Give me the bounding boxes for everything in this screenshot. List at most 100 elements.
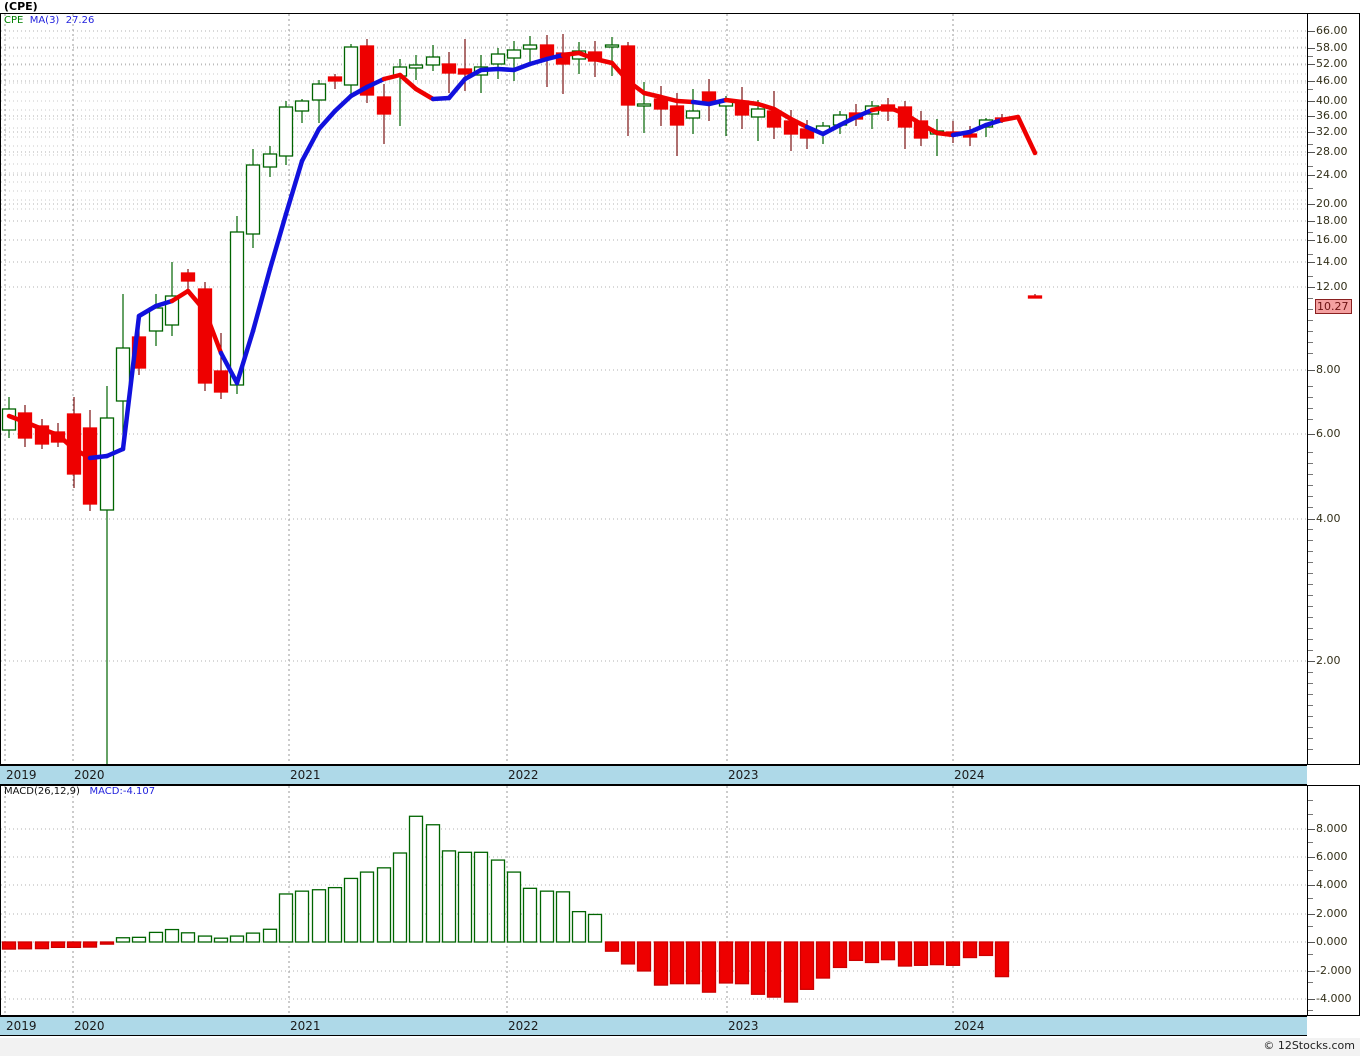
price-axis-label: 66.00	[1316, 24, 1348, 37]
price-axis-minor-tick	[1308, 540, 1313, 541]
price-axis-label: 18.00	[1316, 214, 1348, 227]
price-axis-minor-tick	[1308, 342, 1313, 343]
price-axis-minor-tick	[1308, 463, 1313, 464]
macd-chart-panel[interactable]: MACD(26,12,9) MACD:-4.107	[0, 785, 1307, 1016]
price-axis-minor-tick	[1308, 166, 1313, 167]
price-axis-tick	[1308, 287, 1315, 288]
price-axis-label: 58.00	[1316, 41, 1348, 54]
price-axis-tick	[1308, 175, 1315, 176]
price-axis-tick	[1308, 434, 1315, 435]
price-axis-label: 40.00	[1316, 94, 1348, 107]
price-axis-tick	[1308, 116, 1315, 117]
price-axis-minor-tick	[1308, 298, 1313, 299]
price-axis-minor-tick	[1308, 672, 1313, 673]
price-axis-label: 2.00	[1316, 654, 1341, 667]
price-legend: CPE MA(3) 27.26	[4, 15, 94, 27]
price-axis-tick	[1308, 370, 1315, 371]
price-axis-minor-tick	[1308, 738, 1313, 739]
footer: © 12Stocks.com	[0, 1038, 1360, 1056]
macd-legend-value: MACD:-4.107	[89, 786, 156, 797]
date-axis-price-label: 2023	[728, 768, 759, 782]
price-axis-label: 32.00	[1316, 125, 1348, 138]
date-axis-macd-label: 2020	[74, 1019, 105, 1033]
price-axis-label: 14.00	[1316, 255, 1348, 268]
macd-axis-tick	[1308, 999, 1315, 1000]
price-axis-label: 8.00	[1316, 363, 1341, 376]
price-axis-minor-tick	[1308, 639, 1313, 640]
current-price-marker: 10.27	[1315, 299, 1352, 314]
price-axis-minor-tick	[1308, 320, 1313, 321]
price-axis-minor-tick	[1308, 650, 1313, 651]
macd-axis-tick	[1308, 857, 1315, 858]
macd-axis-tick	[1308, 942, 1315, 943]
macd-axis-minor-tick	[1308, 842, 1313, 843]
price-axis-tick	[1308, 262, 1315, 263]
price-axis-minor-tick	[1308, 705, 1313, 706]
price-axis-minor-tick	[1308, 716, 1313, 717]
macd-axis-tick	[1308, 914, 1315, 915]
macd-axis-tick	[1308, 971, 1315, 972]
date-axis-price-label: 2022	[508, 768, 539, 782]
macd-axis-minor-tick	[1308, 1010, 1313, 1011]
date-axis-price-label: 2020	[74, 768, 105, 782]
price-axis-minor-tick	[1308, 727, 1313, 728]
price-axis-tick	[1308, 132, 1315, 133]
copyright-label: © 12Stocks.com	[1263, 1039, 1355, 1052]
price-axis-minor-tick	[1308, 408, 1313, 409]
price-axis-tick	[1308, 240, 1315, 241]
date-axis-macd: 2019 2020 2021 2022 2023 2024	[0, 1016, 1307, 1036]
price-axis-tick	[1308, 661, 1315, 662]
macd-axis-label: 6.000	[1316, 850, 1348, 863]
macd-axis-label: -2.000	[1316, 964, 1352, 977]
legend-value: 27.26	[65, 15, 95, 26]
macd-axis-label: 2.000	[1316, 907, 1348, 920]
price-axis-minor-tick	[1308, 419, 1313, 420]
price-axis-minor-tick	[1308, 683, 1313, 684]
price-chart-canvas	[1, 14, 1306, 764]
price-axis-minor-tick	[1308, 188, 1313, 189]
date-axis-price-label: 2024	[954, 768, 985, 782]
price-axis-minor-tick	[1308, 595, 1313, 596]
date-axis-macd-label: 2023	[728, 1019, 759, 1033]
macd-axis-label: -4.000	[1316, 992, 1352, 1005]
macd-legend-label: MACD(26,12,9)	[4, 786, 80, 797]
page-title: (CPE)	[4, 0, 38, 13]
price-axis-minor-tick	[1308, 562, 1313, 563]
macd-chart-canvas	[1, 786, 1306, 1015]
macd-axis-minor-tick	[1308, 870, 1313, 871]
price-axis-minor-tick	[1308, 573, 1313, 574]
price-axis-minor-tick	[1308, 331, 1313, 332]
date-axis-macd-label: 2021	[290, 1019, 321, 1033]
price-axis: 66.00 58.00 52.00 46.00 40.00 36.00 32.00 28.00…	[1307, 13, 1360, 765]
price-axis-minor-tick	[1308, 276, 1313, 277]
price-axis-label: 46.00	[1316, 74, 1348, 87]
macd-axis-label: 0.000	[1316, 935, 1348, 948]
date-axis-price: 2019 2020 2021 2022 2023 2024	[0, 765, 1307, 785]
price-axis-minor-tick	[1308, 452, 1313, 453]
macd-axis: 8.000 6.000 4.000 2.000 0.000 -2.000 -4.000	[1307, 785, 1360, 1016]
macd-axis-minor-tick	[1308, 926, 1313, 927]
price-axis-tick	[1308, 204, 1315, 205]
date-axis-price-label: 2019	[6, 768, 37, 782]
price-axis-label: 16.00	[1316, 233, 1348, 246]
macd-axis-minor-tick	[1308, 814, 1313, 815]
macd-axis-minor-tick	[1308, 982, 1313, 983]
price-axis-label: 24.00	[1316, 168, 1348, 181]
price-axis-minor-tick	[1308, 232, 1313, 233]
price-axis-minor-tick	[1308, 496, 1313, 497]
date-axis-macd-label: 2019	[6, 1019, 37, 1033]
macd-axis-label: 4.000	[1316, 878, 1348, 891]
price-axis-tick	[1308, 81, 1315, 82]
date-axis-price-label: 2021	[290, 768, 321, 782]
price-axis-minor-tick	[1308, 749, 1313, 750]
price-axis-minor-tick	[1308, 551, 1313, 552]
price-axis-minor-tick	[1308, 386, 1313, 387]
macd-axis-label: 8.000	[1316, 822, 1348, 835]
price-axis-minor-tick	[1308, 606, 1313, 607]
price-axis-tick	[1308, 64, 1315, 65]
price-axis-tick	[1308, 31, 1315, 32]
price-axis-minor-tick	[1308, 144, 1313, 145]
price-axis-label: 52.00	[1316, 57, 1348, 70]
price-chart-panel[interactable]: CPE MA(3) 27.26	[0, 13, 1307, 765]
